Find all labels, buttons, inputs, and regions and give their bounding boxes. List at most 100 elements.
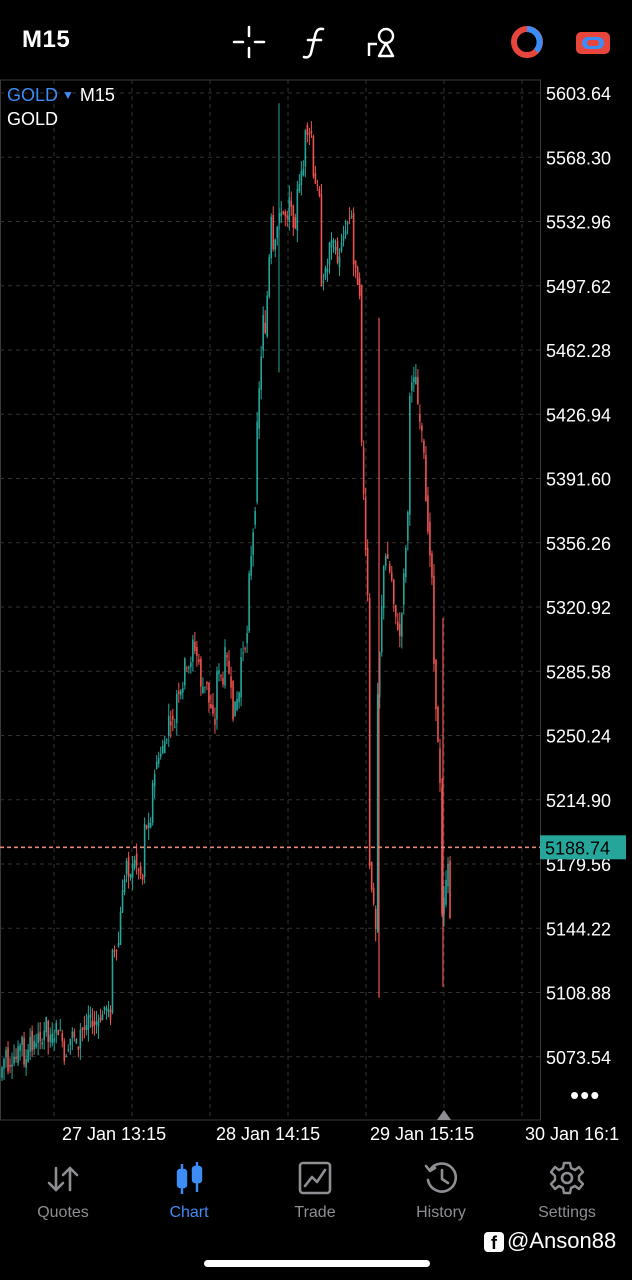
candle-body	[31, 1030, 33, 1051]
candle-body	[81, 1028, 84, 1030]
tab-label: Settings	[538, 1204, 596, 1221]
plot-border	[0, 79, 541, 1121]
candle-body	[264, 322, 266, 333]
candle-body	[109, 1009, 112, 1020]
price-axis-label: 5462.28	[546, 341, 611, 361]
candle-body	[242, 652, 244, 654]
candle-body	[332, 240, 335, 244]
candle-body	[298, 184, 301, 192]
candle-body	[79, 1029, 82, 1049]
candle-body	[252, 532, 254, 555]
candle-body	[244, 648, 246, 650]
candle-body	[380, 606, 383, 653]
candle-body	[272, 214, 275, 250]
candle-body	[186, 667, 188, 669]
watermark: f @Anson88	[484, 1228, 616, 1254]
candle-body	[188, 666, 190, 669]
candle-body	[3, 1058, 5, 1069]
price-axis-label: 5426.94	[546, 405, 611, 425]
candle-body	[169, 721, 172, 726]
settings-icon	[549, 1161, 585, 1195]
candle-body	[310, 130, 313, 134]
chevron-down-icon[interactable]: ▼	[62, 88, 74, 102]
candle-body	[230, 676, 232, 688]
candle-body	[139, 866, 142, 875]
candle-body	[105, 1008, 108, 1011]
candle-body	[89, 1014, 92, 1018]
candle-body	[334, 246, 337, 251]
objects-icon[interactable]	[363, 22, 403, 62]
candle-body	[326, 268, 329, 273]
candle-body	[388, 564, 391, 572]
candle-body	[427, 495, 429, 532]
candle-body	[286, 215, 289, 219]
candle-body	[370, 861, 373, 890]
more-options-icon[interactable]: •••	[570, 1080, 601, 1110]
candle-body	[161, 745, 164, 754]
candle-body	[401, 613, 403, 637]
timeframe-selector[interactable]: M15	[22, 26, 71, 53]
candle-body	[405, 547, 407, 578]
price-chart[interactable]: 5603.64 5568.30 5532.96 5497.62 5462.28 5426.…	[0, 78, 632, 1142]
candle-body	[51, 1033, 54, 1044]
candle-body	[270, 216, 273, 258]
candle-body	[228, 660, 230, 674]
candle-body	[43, 1030, 45, 1041]
candle-body	[362, 447, 365, 494]
candle-body	[390, 572, 393, 580]
candle-body	[292, 205, 295, 228]
candle-body	[121, 890, 124, 913]
candle-body	[348, 217, 351, 219]
candle-body	[212, 704, 214, 714]
candle-body	[123, 879, 126, 893]
candle-body	[352, 213, 355, 265]
candle-body	[196, 646, 198, 656]
candle-body	[200, 658, 202, 687]
candle-body	[198, 659, 200, 662]
price-axis-label: 5532.96	[546, 213, 611, 233]
crosshair-icon[interactable]	[229, 22, 269, 62]
candle-body	[143, 824, 146, 877]
candle-body	[419, 414, 421, 422]
candle-body	[85, 1024, 88, 1031]
candle-body	[340, 242, 343, 252]
chart-symbol-header[interactable]: GOLD ▼ M15	[7, 85, 115, 106]
candle-body	[180, 690, 182, 696]
candle-body	[147, 822, 150, 829]
candle-body	[61, 1033, 64, 1042]
candle-body	[449, 860, 451, 919]
account-pie-icon[interactable]	[507, 22, 547, 62]
candle-body	[182, 688, 184, 693]
switch-icon[interactable]	[573, 22, 613, 62]
candle-body	[435, 659, 437, 710]
candle-body	[403, 573, 405, 605]
indicators-icon[interactable]	[296, 22, 336, 62]
candle-body	[45, 1016, 47, 1033]
price-axis-label: 5356.26	[546, 534, 611, 554]
candle-body	[290, 200, 293, 207]
chart-canvas[interactable]: 5603.64 5568.30 5532.96 5497.62 5462.28 5426.…	[0, 78, 632, 1142]
price-axis-label: 5320.92	[546, 598, 611, 618]
price-axis-label: 5285.58	[546, 662, 611, 682]
candle-body	[63, 1041, 66, 1062]
candle-body	[431, 553, 433, 578]
candle-body	[318, 188, 321, 196]
candle-body	[101, 1014, 104, 1021]
candle-body	[344, 230, 347, 236]
candle-body	[274, 239, 277, 250]
candle-body	[119, 911, 122, 945]
candle-body	[302, 168, 305, 176]
price-axis-label: 5144.22	[546, 919, 611, 939]
candle-body	[447, 864, 449, 887]
candle-body	[75, 1039, 78, 1044]
candle-body	[441, 787, 443, 914]
bottom-tab-bar: Quotes Chart Trade History	[0, 1150, 632, 1230]
symbol-name[interactable]: GOLD	[7, 85, 59, 105]
candle-body	[429, 521, 431, 556]
candle-body	[409, 395, 411, 515]
candle-body	[415, 376, 417, 385]
candle-body	[396, 621, 399, 630]
current-bar-marker-icon	[437, 1110, 451, 1120]
candle-body	[399, 624, 401, 637]
candle-body	[129, 874, 132, 879]
